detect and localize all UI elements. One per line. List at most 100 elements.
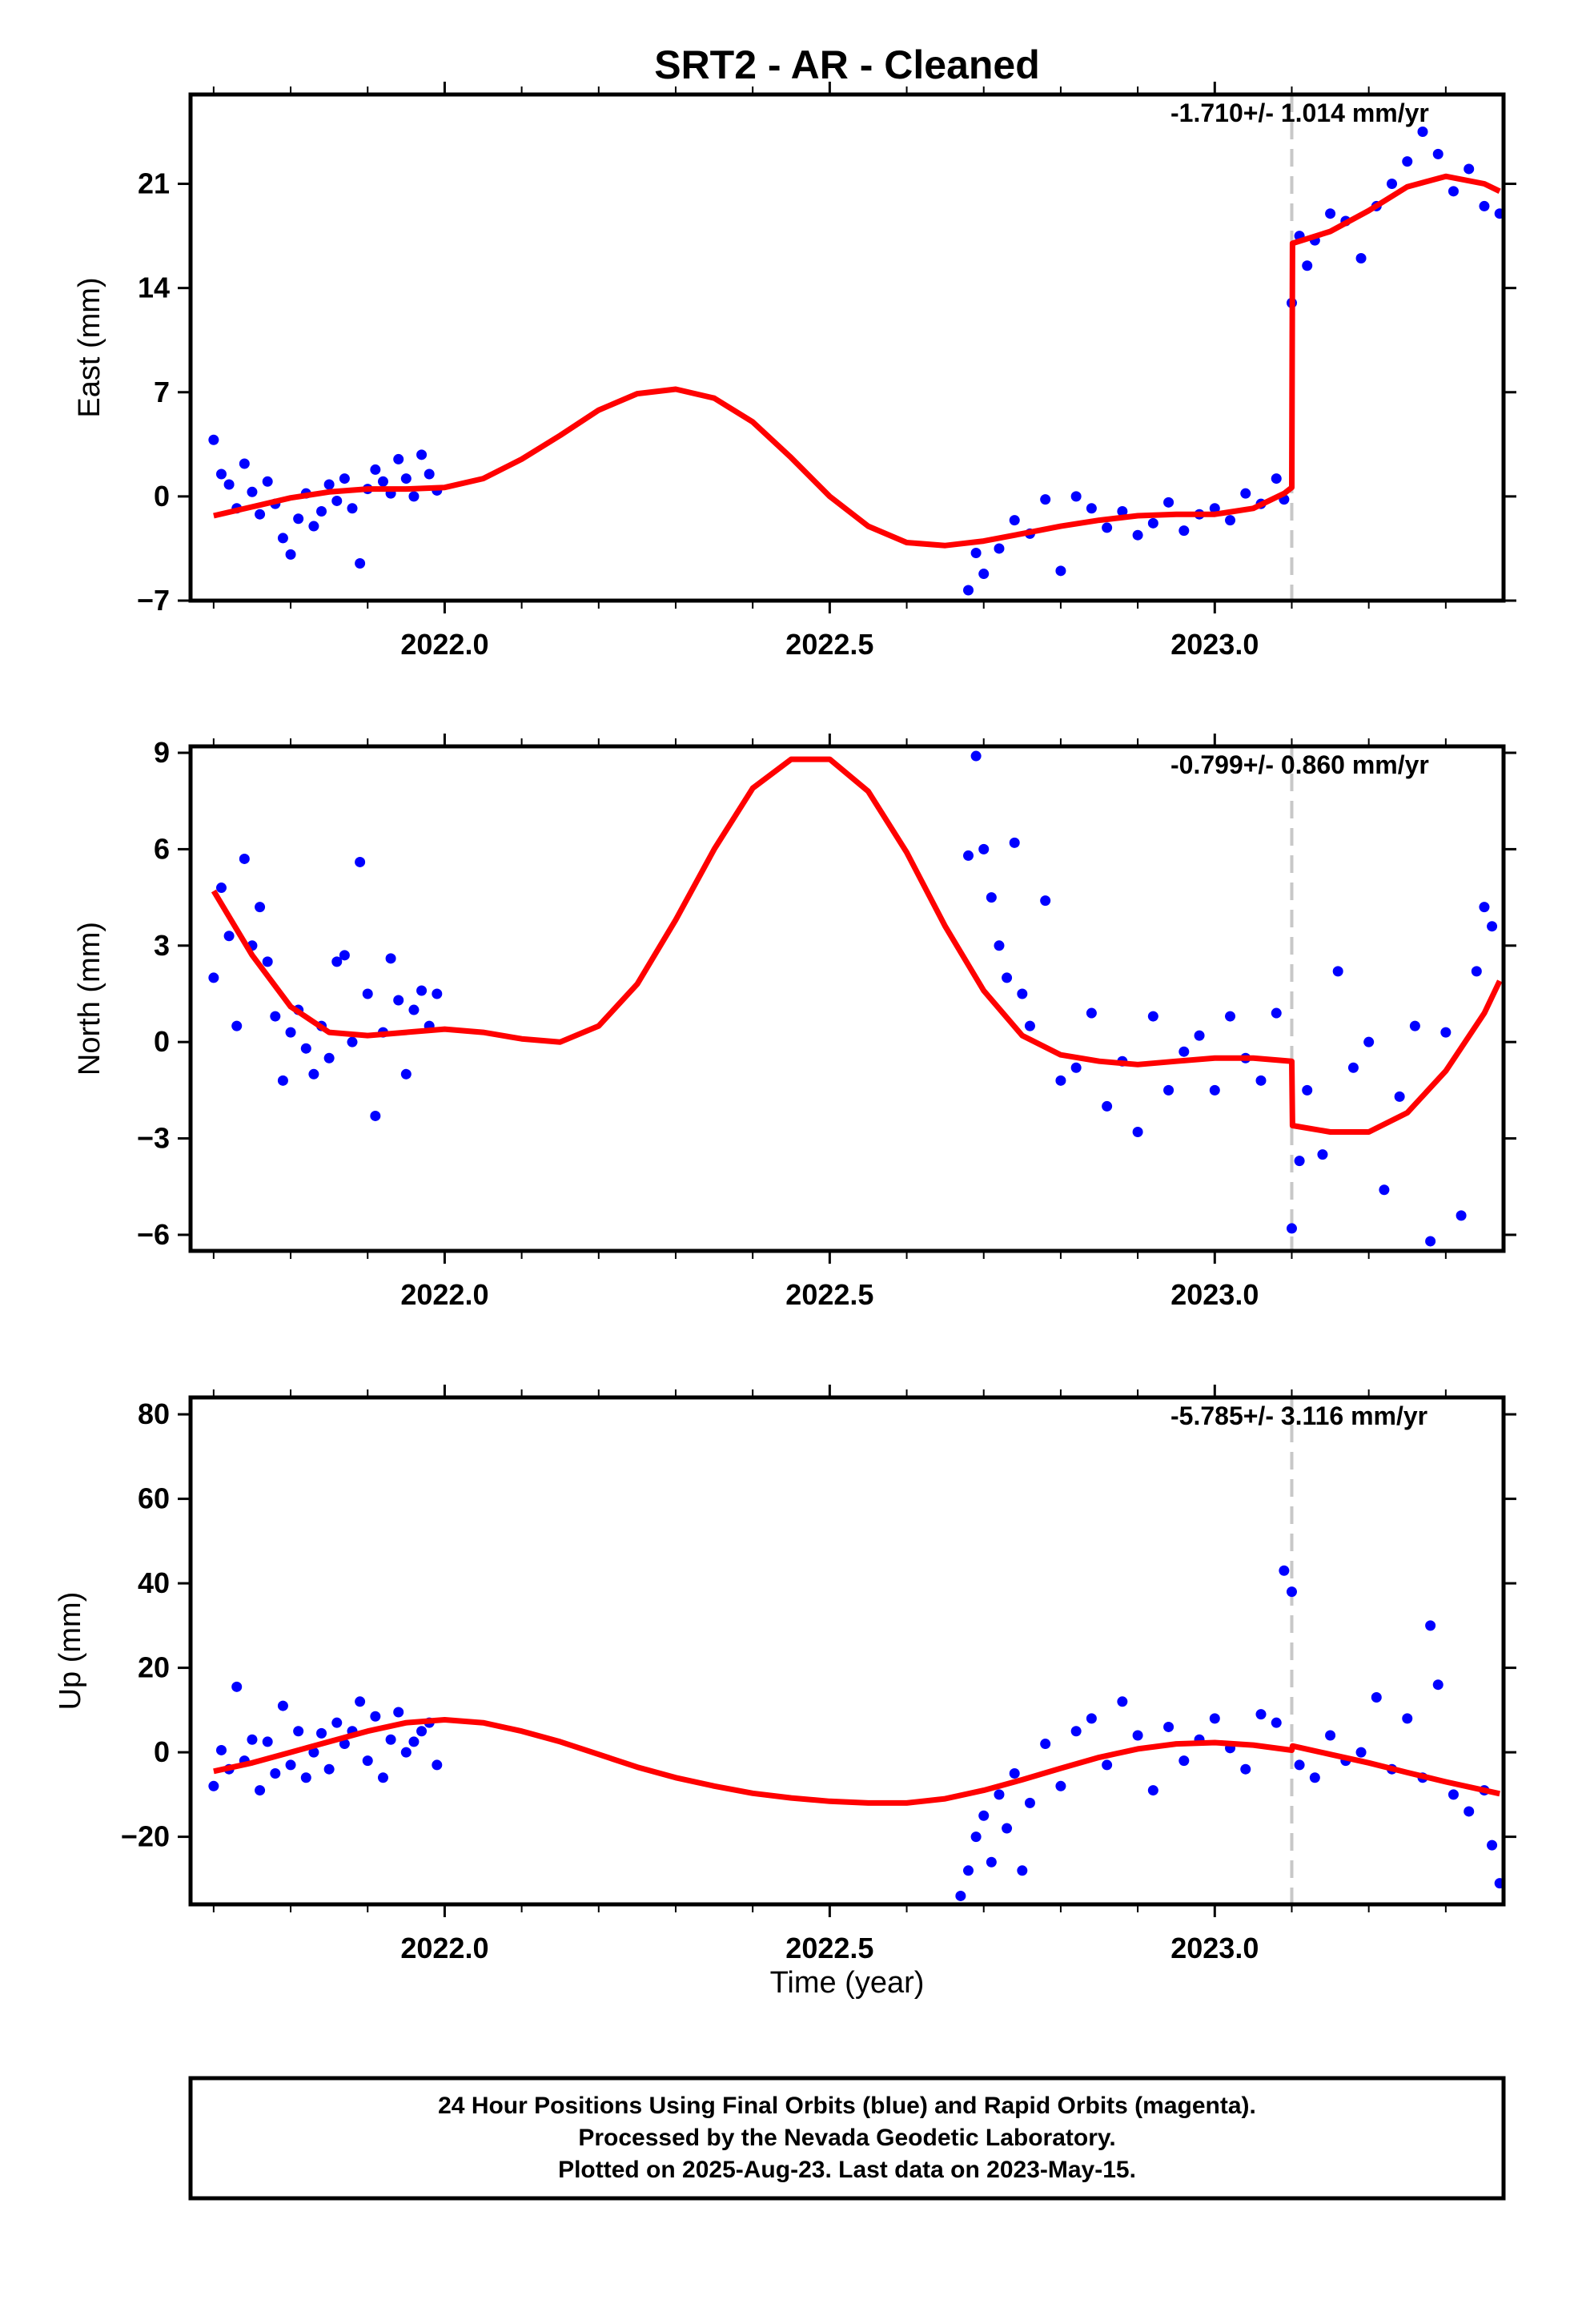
footer-line-3: Plotted on 2025-Aug-23. Last data on 202… [558, 2157, 1136, 2183]
data-point [1209, 503, 1220, 514]
data-point [223, 479, 235, 490]
data-point [347, 503, 358, 514]
data-point [270, 1767, 281, 1779]
data-point [239, 853, 250, 864]
data-point [970, 548, 982, 559]
rate-annotation: -1.710+/- 1.014 mm/yr [1170, 99, 1429, 127]
y-tick-label: 14 [138, 271, 170, 304]
data-point [962, 585, 974, 596]
footer-box: 24 Hour Positions Using Final Orbits (bl… [188, 2076, 1506, 2201]
data-point [277, 1075, 288, 1086]
data-point [1225, 1011, 1236, 1022]
data-point [231, 1681, 243, 1692]
data-point [1279, 1565, 1290, 1576]
data-point [1325, 208, 1336, 219]
x-tick-label: 2022.5 [785, 1932, 873, 1964]
data-point [339, 950, 350, 961]
data-point [262, 476, 273, 487]
footer-line-1: 24 Hour Positions Using Final Orbits (bl… [438, 2093, 1256, 2119]
x-tick-label: 2022.0 [400, 1932, 488, 1964]
data-point [1017, 1865, 1028, 1876]
plot-frame [188, 1395, 1506, 1907]
data-point [1402, 156, 1413, 167]
data-point [316, 505, 327, 517]
data-point [339, 1739, 350, 1750]
data-point [1102, 1100, 1113, 1112]
data-point [1040, 1739, 1051, 1750]
data-point [408, 1004, 420, 1015]
data-point [331, 1717, 343, 1728]
y-axis-label: North (mm) [73, 922, 106, 1076]
data-point [1024, 1020, 1035, 1031]
data-point [1163, 1721, 1174, 1732]
data-point [1102, 1759, 1113, 1771]
data-point [1271, 1007, 1282, 1019]
data-point [308, 1068, 319, 1080]
data-point [285, 1027, 296, 1038]
data-point [308, 521, 319, 532]
plot-frame [188, 744, 1506, 1253]
data-point [400, 473, 412, 485]
data-point [1055, 1780, 1066, 1791]
data-point [215, 1744, 227, 1755]
data-point [1394, 1091, 1405, 1102]
data-point [1425, 1620, 1436, 1631]
data-point [208, 1780, 219, 1791]
x-axis-label: Time (year) [770, 1966, 925, 2000]
data-point [986, 892, 997, 903]
data-point [1456, 1210, 1467, 1221]
footer-line-2: Processed by the Nevada Geodetic Laborat… [578, 2125, 1115, 2151]
data-point [255, 1785, 266, 1796]
data-point [1355, 1747, 1367, 1758]
data-point [1132, 1127, 1143, 1138]
plot-area [191, 94, 1504, 601]
data-point [255, 902, 266, 913]
data-point [1070, 491, 1082, 502]
data-point [416, 449, 428, 460]
data-point [1086, 1713, 1097, 1724]
data-point [432, 1759, 443, 1771]
data-point [962, 850, 974, 861]
data-point [393, 453, 404, 464]
data-point [1132, 1730, 1143, 1741]
data-point [978, 569, 990, 580]
model-curve [213, 173, 1501, 549]
y-tick-label: −3 [137, 1122, 170, 1155]
y-tick-label: 7 [154, 376, 170, 408]
data-point [293, 1726, 304, 1737]
data-point [362, 988, 373, 999]
y-tick-label: 3 [154, 929, 170, 962]
data-point [1479, 902, 1490, 913]
data-point [223, 931, 235, 942]
data-point [408, 491, 420, 502]
data-point [385, 1734, 396, 1745]
data-point [1347, 1062, 1359, 1073]
y-tick-label: −6 [137, 1218, 170, 1251]
data-point [293, 513, 304, 525]
data-point [400, 1068, 412, 1080]
data-point [377, 476, 388, 487]
data-point [1387, 179, 1398, 190]
data-point [1479, 200, 1490, 211]
data-point [323, 1052, 335, 1063]
data-point [400, 1747, 412, 1758]
data-point [270, 1011, 281, 1022]
data-point [262, 956, 273, 967]
data-point [1447, 1789, 1459, 1800]
data-point [1402, 1713, 1413, 1724]
data-point [1147, 1011, 1158, 1022]
data-point [416, 1726, 428, 1737]
data-point [1432, 148, 1443, 159]
data-point [1271, 1717, 1282, 1728]
y-tick-label: −20 [121, 1820, 170, 1853]
data-point [1432, 1679, 1443, 1691]
data-point [285, 1759, 296, 1771]
data-point [986, 1856, 997, 1868]
data-point [393, 995, 404, 1006]
data-point [370, 464, 381, 475]
data-point [1271, 473, 1282, 485]
data-point [1209, 1713, 1220, 1724]
y-tick-label: 80 [138, 1397, 170, 1430]
data-point [393, 1707, 404, 1718]
